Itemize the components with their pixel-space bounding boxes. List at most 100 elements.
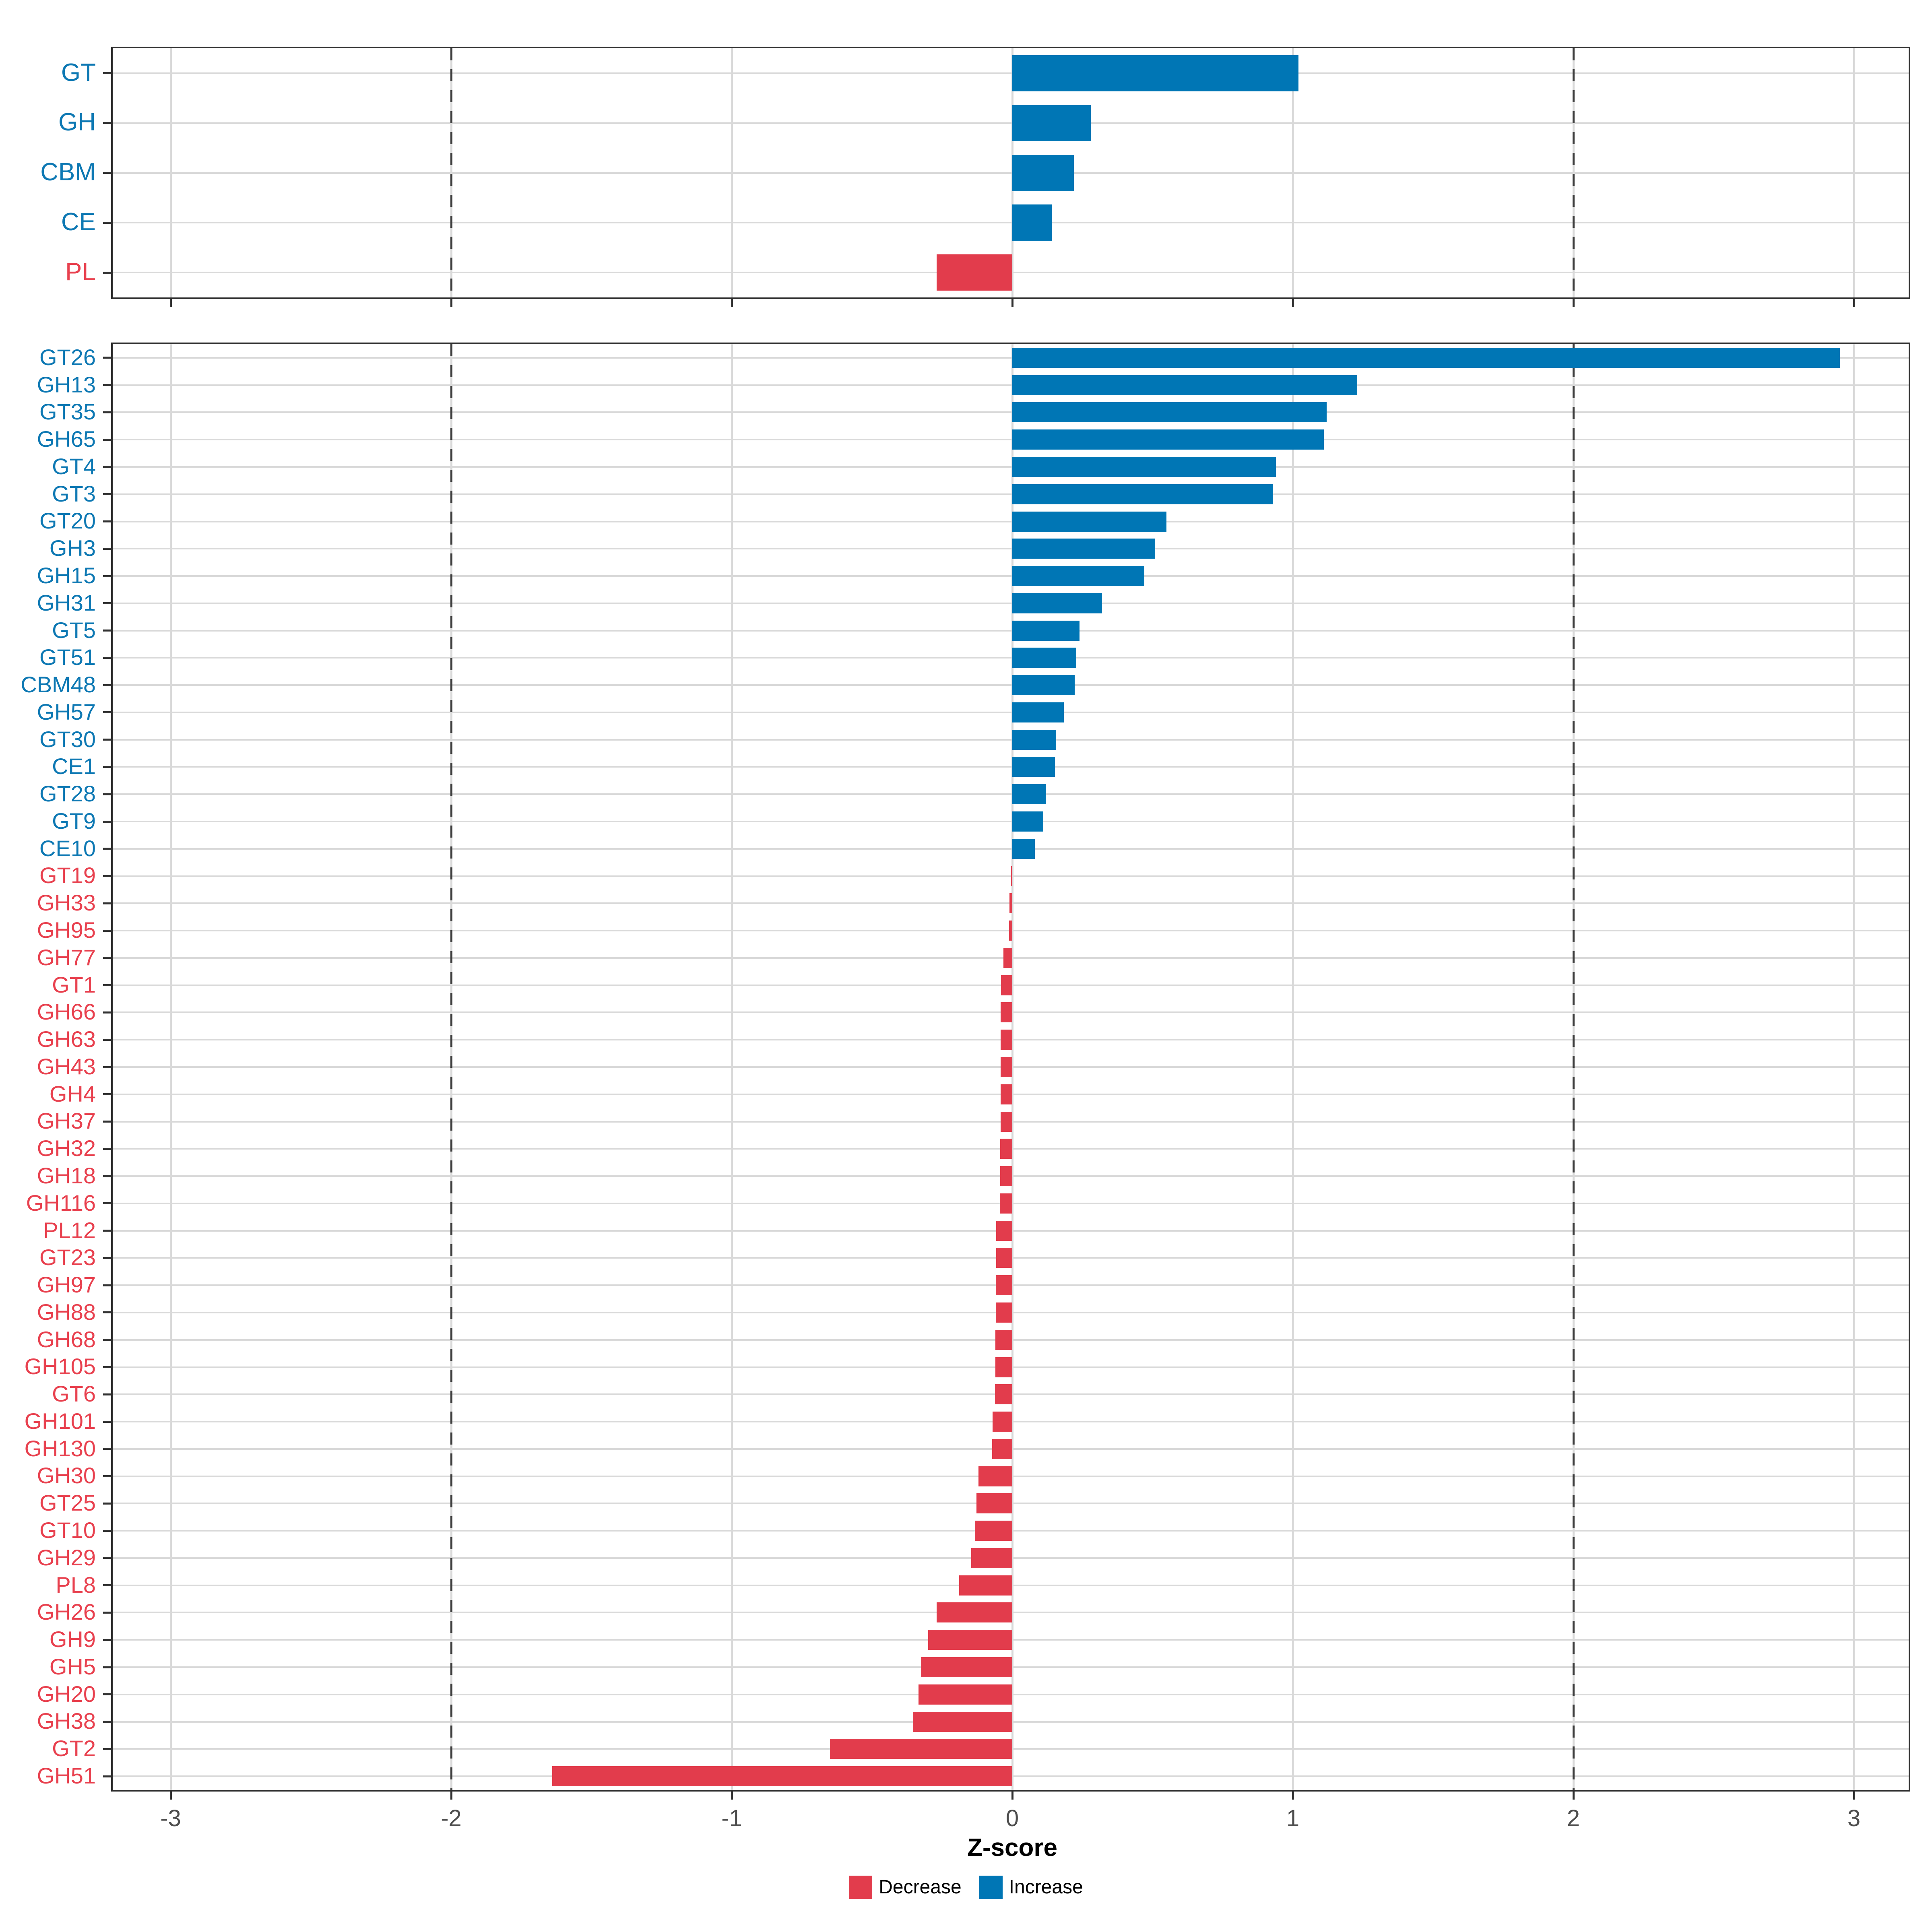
x-tick-label: -3	[160, 1805, 181, 1831]
category-label-GH63: GH63	[37, 1026, 96, 1052]
bar-GH88	[995, 1302, 1012, 1323]
category-label-GH38: GH38	[37, 1708, 96, 1734]
bar-GH13	[1012, 375, 1358, 395]
y-tick	[103, 929, 111, 932]
category-label-GT20: GT20	[39, 508, 96, 534]
y-tick	[103, 1339, 111, 1341]
x-axis-title: Z-score	[967, 1834, 1057, 1862]
category-label-CBM: CBM	[40, 158, 96, 186]
bar-GT25	[976, 1493, 1012, 1514]
horizontal-gridline	[113, 602, 1909, 604]
bar-GH9	[928, 1630, 1012, 1650]
x-tick	[1011, 1792, 1013, 1800]
x-tick	[1292, 1792, 1294, 1800]
y-tick	[103, 1666, 111, 1668]
y-tick	[103, 656, 111, 659]
y-tick	[103, 1775, 111, 1777]
bar-GH30	[978, 1466, 1012, 1486]
y-tick	[103, 547, 111, 550]
y-tick	[103, 221, 111, 224]
bar-GT23	[996, 1248, 1012, 1268]
category-label-GT26: GT26	[39, 344, 96, 370]
y-tick	[103, 1502, 111, 1505]
category-label-GH66: GH66	[37, 999, 96, 1025]
bar-GH63	[1001, 1030, 1012, 1050]
y-tick	[103, 1475, 111, 1478]
category-label-GH51: GH51	[37, 1763, 96, 1788]
top-panel	[111, 47, 1910, 299]
category-label-PL8: PL8	[56, 1572, 96, 1598]
category-label-GH43: GH43	[37, 1053, 96, 1079]
y-tick	[103, 793, 111, 795]
bar-GH15	[1012, 566, 1144, 586]
horizontal-gridline	[113, 739, 1909, 741]
horizontal-gridline	[113, 439, 1909, 441]
bar-GH116	[1000, 1193, 1012, 1214]
y-tick	[103, 466, 111, 468]
horizontal-gridline	[113, 122, 1909, 124]
bar-GH18	[1000, 1166, 1012, 1187]
x-tick	[1011, 299, 1013, 307]
bar-GH57	[1012, 702, 1064, 722]
category-label-GT25: GT25	[39, 1490, 96, 1516]
dashed-reference-line	[1573, 344, 1575, 1790]
bar-GT30	[1012, 729, 1057, 750]
y-tick	[103, 1448, 111, 1450]
bar-GT10	[975, 1521, 1012, 1541]
y-tick	[103, 1639, 111, 1641]
bar-GH43	[1000, 1057, 1012, 1077]
category-label-GH15: GH15	[37, 562, 96, 588]
bar-CBM48	[1012, 675, 1075, 696]
category-label-GH97: GH97	[37, 1272, 96, 1298]
y-tick	[103, 1366, 111, 1368]
y-tick	[103, 957, 111, 959]
y-tick	[103, 848, 111, 850]
y-tick	[103, 820, 111, 823]
category-label-GH30: GH30	[37, 1463, 96, 1488]
bar-PL	[936, 254, 1012, 291]
category-label-GH95: GH95	[37, 917, 96, 943]
bar-GH66	[1001, 1002, 1012, 1023]
category-label-GH26: GH26	[37, 1599, 96, 1625]
bar-GT35	[1012, 402, 1327, 423]
legend-swatch-increase	[979, 1876, 1003, 1899]
category-label-GH116: GH116	[26, 1190, 96, 1216]
y-tick	[103, 1121, 111, 1123]
category-label-GH65: GH65	[37, 426, 96, 452]
x-tick	[450, 1792, 452, 1800]
category-label-GT9: GT9	[52, 808, 96, 834]
horizontal-gridline	[113, 793, 1909, 795]
y-tick	[103, 1257, 111, 1259]
bar-GH105	[995, 1357, 1012, 1377]
x-tick-label: 0	[1005, 1805, 1019, 1831]
y-tick	[103, 72, 111, 74]
horizontal-gridline	[113, 575, 1909, 577]
bar-GT20	[1012, 511, 1167, 532]
category-label-GT2: GT2	[52, 1736, 96, 1761]
category-label-GT3: GT3	[52, 481, 96, 506]
x-tick	[731, 1792, 733, 1800]
category-label-CBM48: CBM48	[21, 672, 96, 698]
horizontal-gridline	[113, 172, 1909, 174]
bar-GH	[1012, 105, 1091, 141]
bar-GH95	[1009, 921, 1012, 941]
horizontal-gridline	[113, 72, 1909, 74]
horizontal-gridline	[113, 848, 1909, 850]
category-label-GH101: GH101	[24, 1408, 96, 1434]
horizontal-gridline	[113, 711, 1909, 713]
bar-GT9	[1012, 811, 1043, 832]
horizontal-gridline	[113, 466, 1909, 468]
bar-GT	[1012, 55, 1298, 91]
category-label-GT1: GT1	[52, 972, 96, 997]
horizontal-gridline	[113, 384, 1909, 386]
category-label-CE1: CE1	[52, 753, 96, 779]
bar-GT2	[830, 1739, 1012, 1759]
y-tick	[103, 1584, 111, 1587]
horizontal-gridline	[113, 222, 1909, 224]
dashed-reference-line	[1573, 48, 1575, 297]
bar-GH20	[918, 1684, 1012, 1705]
x-tick-label: 2	[1567, 1805, 1580, 1831]
horizontal-gridline	[113, 766, 1909, 768]
dashed-reference-line	[450, 344, 452, 1790]
y-tick	[103, 984, 111, 987]
